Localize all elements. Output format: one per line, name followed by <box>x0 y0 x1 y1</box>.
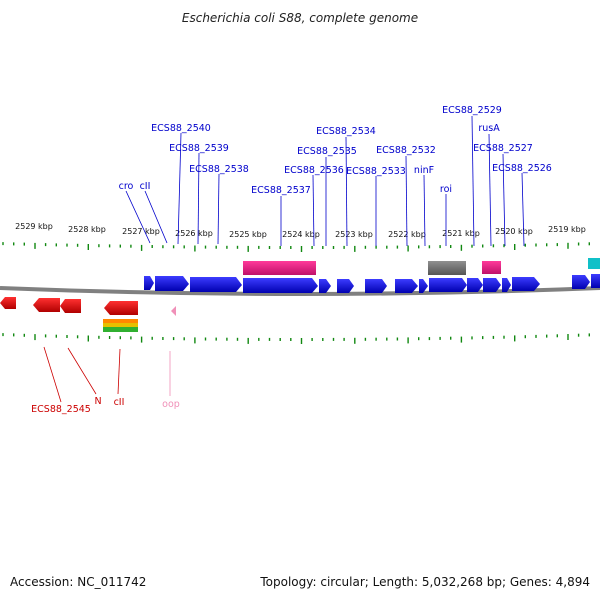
gene-label-ecs88-2535: ECS88_2535 <box>297 146 357 157</box>
forward-gene-arrow <box>243 278 318 293</box>
leader-ecs88-2536 <box>312 174 315 247</box>
ruler-labels: 2529 kbp 2528 kbp 2527 kbp 2526 kbp 2525… <box>15 222 586 239</box>
ruler-label-2529: 2529 kbp <box>15 222 53 231</box>
ruler-label-2526: 2526 kbp <box>175 229 213 238</box>
forward-gene-arrow <box>483 278 501 292</box>
feature-cyan-block <box>588 258 600 269</box>
accession-text: Accession: NC_011742 <box>10 575 146 589</box>
feature-gray-block <box>428 261 466 275</box>
forward-gene-labels: ECS88_2529 rusA ECS88_2540 ECS88_2534 EC… <box>119 105 552 196</box>
gene-label-ecs88-2545: ECS88_2545 <box>31 404 91 415</box>
ruler-label-2521: 2521 kbp <box>442 229 480 238</box>
leader-cii-reverse <box>117 348 121 395</box>
gene-label-ecs88-2540: ECS88_2540 <box>151 123 211 134</box>
leader-ecs88-2534 <box>345 136 348 247</box>
ruler-label-2524: 2524 kbp <box>282 230 320 239</box>
feature-magenta-block-left <box>243 261 316 275</box>
leader-ecs88-2545 <box>43 346 62 403</box>
ruler-label-2523: 2523 kbp <box>335 230 373 239</box>
forward-gene-arrow <box>319 279 331 293</box>
reverse-gene-arrow <box>104 301 138 315</box>
leader-ecs88-2538 <box>217 173 220 245</box>
feature-yellow-bar <box>103 323 138 327</box>
forward-gene-arrow <box>365 279 387 293</box>
genome-summary-text: Topology: circular; Length: 5,032,268 bp… <box>259 575 590 589</box>
reverse-gene-labels: ECS88_2545 N cII oop <box>31 396 180 415</box>
feature-orange-bar <box>103 319 138 323</box>
map-title: Escherichia coli S88, complete genome <box>182 11 418 25</box>
leader-ecs88-2540 <box>177 132 182 245</box>
forward-gene-arrow <box>337 279 354 293</box>
gene-label-ecs88-2537: ECS88_2537 <box>251 185 311 196</box>
reverse-strand-genes <box>0 297 138 315</box>
reverse-feature-stack <box>103 319 138 332</box>
gene-label-cii-reverse: cII <box>114 397 125 408</box>
reverse-minor-ticks <box>2 333 590 344</box>
gene-label-n: N <box>94 396 101 407</box>
gene-label-ecs88-2532: ECS88_2532 <box>376 145 436 156</box>
gene-label-cro: cro <box>119 181 134 192</box>
reverse-label-leaders <box>43 346 171 403</box>
gene-label-ecs88-2536: ECS88_2536 <box>284 165 344 176</box>
gene-label-ecs88-2527: ECS88_2527 <box>473 143 533 154</box>
forward-gene-arrow <box>572 275 590 289</box>
leader-ecs88-2526 <box>521 172 525 247</box>
gene-label-ninf: ninF <box>414 165 434 176</box>
gene-label-ecs88-2534: ECS88_2534 <box>316 126 376 137</box>
ruler-label-2528: 2528 kbp <box>68 225 106 234</box>
forward-gene-arrow <box>512 277 540 291</box>
reverse-gene-arrow <box>60 299 81 313</box>
forward-gene-arrow <box>429 278 467 292</box>
leader-ecs88-2532 <box>405 155 408 247</box>
forward-strand-genes <box>144 274 600 293</box>
ruler-label-2525: 2525 kbp <box>229 230 267 239</box>
leader-cro <box>125 190 151 244</box>
forward-minor-ticks <box>2 242 590 252</box>
forward-gene-arrow <box>155 276 189 291</box>
ruler-label-2519: 2519 kbp <box>548 225 586 234</box>
gene-label-roi: roi <box>440 184 452 195</box>
gene-label-ecs88-2538: ECS88_2538 <box>189 164 249 175</box>
gene-label-cii-forward: cII <box>140 181 151 192</box>
leader-rusa <box>488 133 492 247</box>
leader-n <box>67 347 97 395</box>
feature-green-bar <box>103 327 138 332</box>
leader-cii-forward <box>144 190 168 244</box>
forward-gene-arrow <box>144 276 154 290</box>
forward-gene-arrow <box>419 279 428 293</box>
forward-gene-arrow <box>395 279 418 293</box>
forward-label-leaders <box>125 115 525 247</box>
reverse-gene-arrow <box>0 297 16 309</box>
ruler-label-2527: 2527 kbp <box>122 227 160 236</box>
ruler-label-2520: 2520 kbp <box>495 227 533 236</box>
gene-label-ecs88-2539: ECS88_2539 <box>169 143 229 154</box>
forward-gene-arrow <box>502 278 511 292</box>
leader-ecs88-2527 <box>502 153 506 247</box>
feature-magenta-block-right <box>482 261 501 274</box>
leader-ecs88-2529 <box>471 115 475 247</box>
forward-gene-arrow <box>591 274 600 288</box>
gene-label-oop: oop <box>162 399 180 410</box>
reverse-gene-arrow <box>33 298 60 312</box>
gene-label-ecs88-2526: ECS88_2526 <box>492 163 552 174</box>
leader-ninf <box>423 174 426 247</box>
oop-marker <box>171 306 176 316</box>
forward-gene-arrow <box>467 278 483 292</box>
forward-gene-arrow <box>190 277 242 292</box>
leader-ecs88-2539 <box>197 152 200 245</box>
gene-label-ecs88-2529: ECS88_2529 <box>442 105 502 116</box>
gene-label-rusa: rusA <box>478 123 500 134</box>
gene-label-ecs88-2533: ECS88_2533 <box>346 166 406 177</box>
